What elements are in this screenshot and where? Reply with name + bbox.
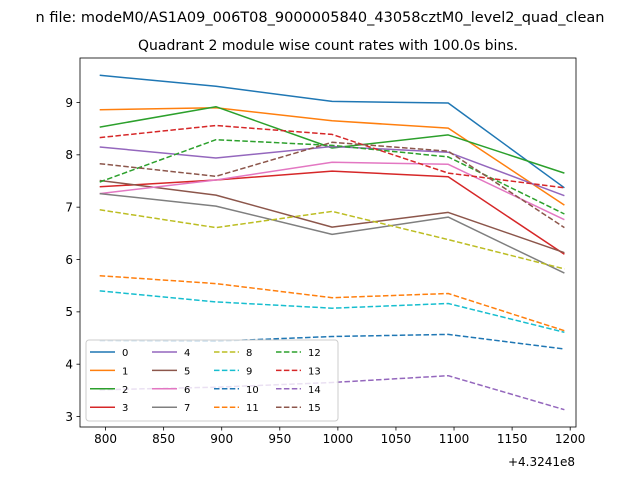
legend-label-15: 15	[308, 403, 321, 414]
x-tick-label: 1200	[555, 432, 586, 446]
legend-label-8: 8	[246, 348, 252, 359]
series-line-5	[99, 179, 565, 254]
series-line-11	[99, 274, 565, 332]
legend-box	[85, 339, 339, 422]
series-line-13	[99, 124, 565, 189]
series-line-0	[99, 74, 565, 189]
x-tick-label: 850	[152, 432, 175, 446]
series-line-7	[99, 192, 565, 274]
legend-label-6: 6	[184, 385, 190, 396]
x-tick-label: 900	[210, 432, 233, 446]
legend-label-11: 11	[246, 403, 259, 414]
series-line-10	[99, 333, 565, 350]
y-tick-label: 9	[65, 96, 73, 110]
legend-label-9: 9	[246, 366, 252, 377]
legend-label-12: 12	[308, 348, 321, 359]
series-line-15	[99, 141, 565, 229]
legend-label-3: 3	[122, 403, 128, 414]
x-tick-label: 1100	[439, 432, 470, 446]
x-tick-label: 1000	[323, 432, 354, 446]
series-line-9	[99, 290, 565, 334]
legend-label-4: 4	[184, 348, 190, 359]
y-tick-label: 3	[65, 410, 73, 424]
legend-label-13: 13	[308, 366, 321, 377]
chart-title: Quadrant 2 module wise count rates with …	[138, 38, 518, 54]
x-tick-label: 1050	[381, 432, 412, 446]
legend-label-5: 5	[184, 366, 190, 377]
y-tick-label: 7	[65, 200, 73, 214]
axes-frame	[79, 57, 577, 428]
series-line-3	[99, 170, 565, 255]
figure-suptitle: n file: modeM0/AS1A09_006T08_9000005840_…	[36, 10, 605, 26]
x-offset-text: +4.3241e8	[508, 455, 575, 469]
legend-label-7: 7	[184, 403, 190, 414]
plot-area: 800 850 900 950 1000 1050 1100 1150 12003456789 …	[65, 57, 586, 446]
y-tick-label: 8	[65, 148, 73, 162]
y-tick-label: 5	[65, 305, 73, 319]
y-tick-label: 6	[65, 253, 73, 267]
series-line-1	[99, 106, 565, 206]
legend-label-14: 14	[308, 385, 321, 396]
legend-label-0: 0	[122, 348, 128, 359]
series-line-6	[99, 161, 565, 221]
y-tick-label: 4	[65, 357, 73, 371]
x-tick-label: 800	[94, 432, 117, 446]
legend-label-1: 1	[122, 366, 128, 377]
x-tick-label: 950	[268, 432, 291, 446]
legend-label-10: 10	[246, 385, 259, 396]
x-tick-label: 1150	[497, 432, 528, 446]
legend-label-2: 2	[122, 385, 128, 396]
series-line-2	[99, 105, 565, 174]
series-layer	[99, 74, 565, 411]
